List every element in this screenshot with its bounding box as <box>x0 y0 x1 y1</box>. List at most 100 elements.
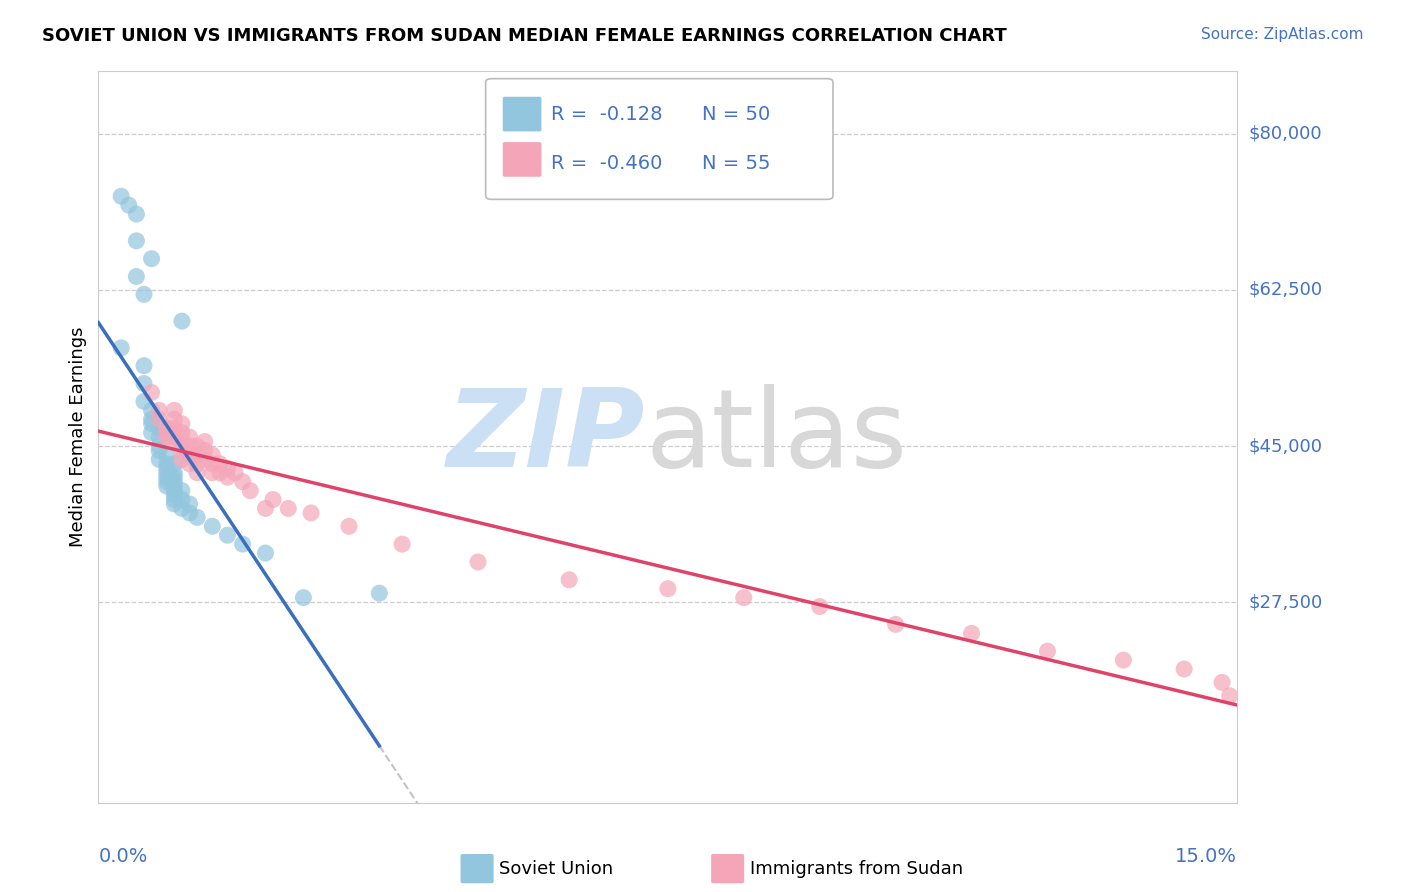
Point <box>179 497 201 511</box>
Point <box>125 269 148 284</box>
Point <box>125 207 148 221</box>
Point <box>118 198 141 212</box>
Point <box>224 466 246 480</box>
Point <box>201 466 224 480</box>
Point <box>141 252 163 266</box>
Point <box>186 510 208 524</box>
FancyBboxPatch shape <box>711 854 744 883</box>
Point <box>208 466 231 480</box>
Text: $45,000: $45,000 <box>1249 437 1323 455</box>
Point <box>125 234 148 248</box>
Point <box>277 501 299 516</box>
Point <box>179 430 201 444</box>
Point <box>201 519 224 533</box>
FancyBboxPatch shape <box>461 854 494 883</box>
Text: Source: ZipAtlas.com: Source: ZipAtlas.com <box>1201 27 1364 42</box>
Point <box>194 443 217 458</box>
Text: $80,000: $80,000 <box>1249 125 1322 143</box>
Point <box>179 457 201 471</box>
Text: Immigrants from Sudan: Immigrants from Sudan <box>749 860 963 878</box>
Point <box>170 501 193 516</box>
Point <box>337 519 360 533</box>
Point <box>148 421 170 435</box>
Point <box>186 448 208 462</box>
Point <box>217 528 239 542</box>
Point <box>163 403 186 417</box>
Point <box>156 448 179 462</box>
Point <box>156 421 179 435</box>
FancyBboxPatch shape <box>503 142 541 177</box>
Point <box>163 434 186 449</box>
Point <box>1036 644 1059 658</box>
Point <box>148 443 170 458</box>
Point <box>170 425 193 440</box>
Point <box>558 573 581 587</box>
Point <box>186 439 208 453</box>
Point <box>163 412 186 426</box>
Point <box>132 376 155 391</box>
Point <box>186 457 208 471</box>
Point <box>254 501 277 516</box>
Point <box>179 439 201 453</box>
Point <box>156 475 179 489</box>
Text: N = 50: N = 50 <box>702 104 770 124</box>
Point <box>156 479 179 493</box>
Point <box>467 555 489 569</box>
Point <box>391 537 413 551</box>
Text: 15.0%: 15.0% <box>1175 847 1237 866</box>
FancyBboxPatch shape <box>503 96 541 131</box>
Point <box>217 470 239 484</box>
Point <box>733 591 755 605</box>
Point <box>148 412 170 426</box>
Point <box>163 466 186 480</box>
Point <box>163 479 186 493</box>
Point <box>132 394 155 409</box>
Point <box>156 461 179 475</box>
Point <box>156 470 179 484</box>
Text: SOVIET UNION VS IMMIGRANTS FROM SUDAN MEDIAN FEMALE EARNINGS CORRELATION CHART: SOVIET UNION VS IMMIGRANTS FROM SUDAN ME… <box>42 27 1007 45</box>
Point <box>1219 689 1241 703</box>
Point <box>163 483 186 498</box>
Text: atlas: atlas <box>645 384 907 490</box>
Point <box>239 483 262 498</box>
Point <box>292 591 315 605</box>
Point <box>179 448 201 462</box>
Point <box>368 586 391 600</box>
Point <box>148 439 170 453</box>
Point <box>170 417 193 431</box>
Point <box>808 599 831 614</box>
Point <box>1211 675 1233 690</box>
Point <box>262 492 284 507</box>
Point <box>194 452 217 467</box>
Point <box>657 582 679 596</box>
Point <box>254 546 277 560</box>
Point <box>1112 653 1135 667</box>
Point <box>960 626 983 640</box>
Point <box>148 452 170 467</box>
Point <box>170 443 193 458</box>
Point <box>110 341 132 355</box>
Point <box>163 492 186 507</box>
Point <box>156 457 179 471</box>
FancyBboxPatch shape <box>485 78 832 200</box>
Text: ZIP: ZIP <box>447 384 645 490</box>
Point <box>232 475 254 489</box>
Point <box>156 425 179 440</box>
Point <box>299 506 322 520</box>
Point <box>201 448 224 462</box>
Point <box>110 189 132 203</box>
Text: 0.0%: 0.0% <box>98 847 148 866</box>
Text: $62,500: $62,500 <box>1249 281 1323 299</box>
Point <box>884 617 907 632</box>
Point <box>208 457 231 471</box>
Text: R =  -0.460: R = -0.460 <box>551 154 662 173</box>
Point <box>170 314 193 328</box>
Point <box>163 475 186 489</box>
Y-axis label: Median Female Earnings: Median Female Earnings <box>69 326 87 548</box>
Point <box>141 403 163 417</box>
Point <box>148 430 170 444</box>
Point <box>201 457 224 471</box>
Point <box>141 412 163 426</box>
Point <box>141 425 163 440</box>
Point <box>163 421 186 435</box>
